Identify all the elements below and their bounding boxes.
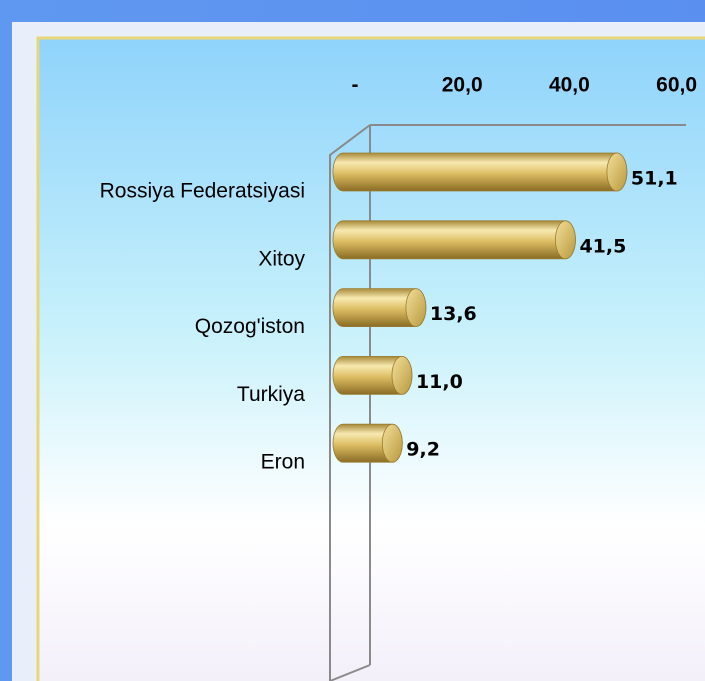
y-tick-label: Rossiya Federatsiyasi: [100, 180, 305, 203]
y-tick-label: Xitoy: [258, 247, 305, 270]
axis-wall: [329, 124, 686, 681]
y-tick-label: Qozog'iston: [195, 315, 305, 338]
bar-cap: [391, 355, 413, 395]
x-tick-label: 60,0: [656, 74, 697, 97]
bar-cap: [606, 152, 628, 192]
x-tick-label: 20,0: [442, 74, 483, 97]
data-label: 13,6: [430, 303, 477, 325]
data-label: 41,5: [579, 235, 626, 257]
bar-cap: [555, 220, 576, 260]
data-label: 9,2: [406, 439, 440, 461]
data-label: 51,1: [631, 168, 678, 190]
bar-cap: [405, 288, 427, 328]
x-tick-label: 40,0: [549, 74, 590, 97]
x-tick-label: -: [352, 74, 359, 97]
bar: [332, 220, 576, 260]
bar: [332, 152, 628, 192]
bar-cap: [381, 423, 403, 463]
y-tick-label: Turkiya: [237, 383, 305, 406]
data-label: 11,0: [416, 371, 463, 393]
y-tick-label: Eron: [261, 451, 305, 474]
